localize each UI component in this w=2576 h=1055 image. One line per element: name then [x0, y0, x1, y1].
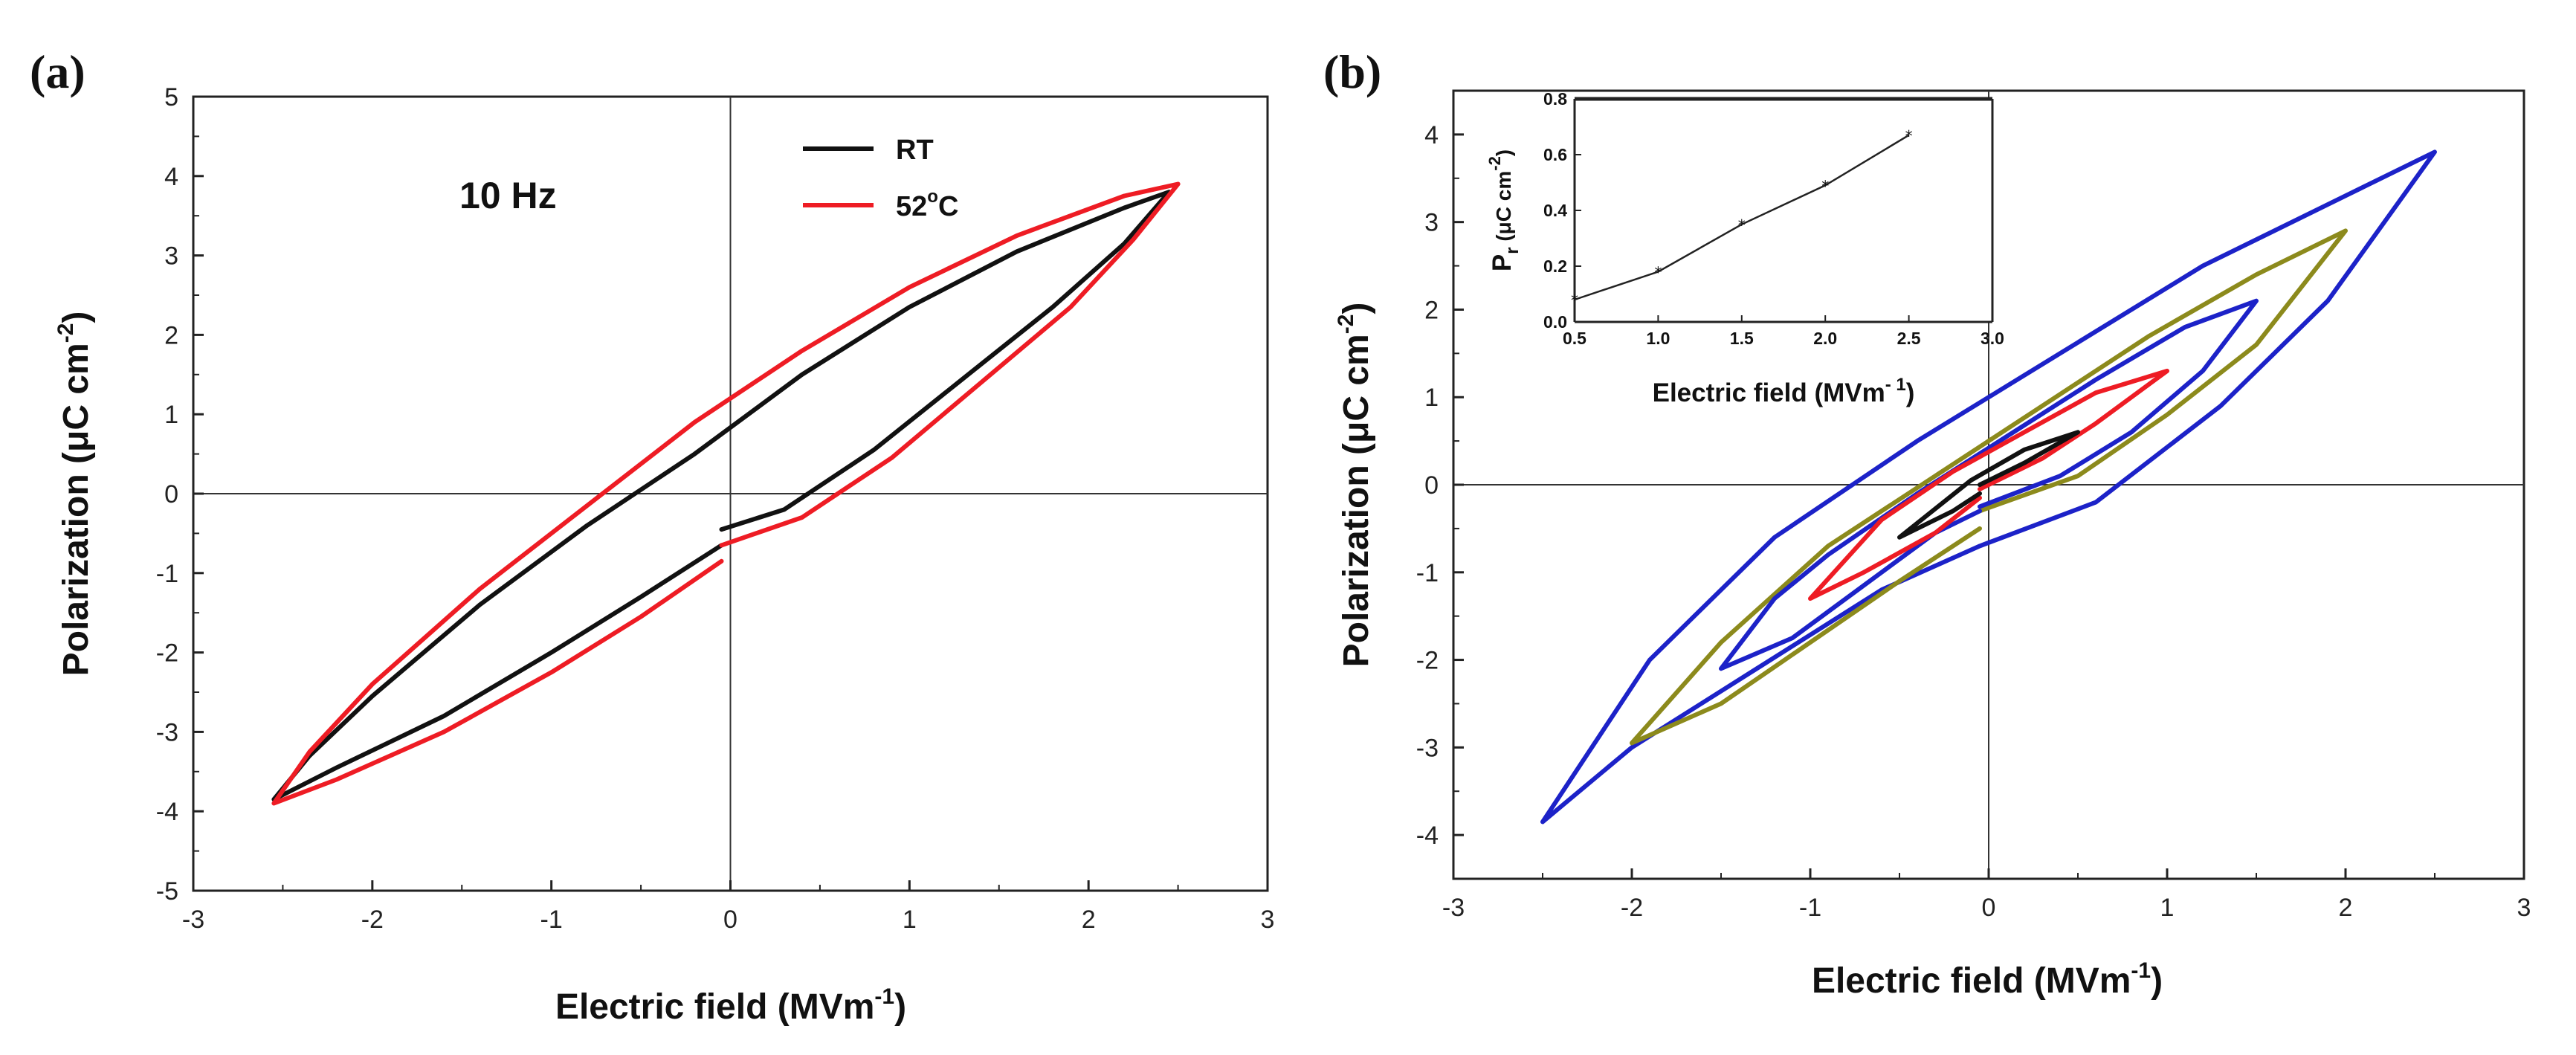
x-tick-label: 3: [2517, 894, 2531, 922]
inset-x-tick-label: 1.0: [1646, 329, 1670, 348]
series-loop-0: [1540, 149, 2437, 825]
x-tick-label: -3: [182, 906, 204, 934]
x-tick-label: -3: [1442, 894, 1465, 922]
x-tick-label: -1: [540, 906, 563, 934]
legend: RT 52oC: [803, 135, 958, 222]
inset-pr-point: *: [1821, 177, 1829, 195]
x-tick-label: 1: [2160, 894, 2175, 922]
y-tick-label: -3: [1416, 734, 1439, 762]
x-tick-label: 0: [1982, 894, 1996, 922]
panel-a-axes-lines: [193, 97, 1268, 891]
panel-b-label: (b): [1323, 45, 1381, 98]
x-tick-label: 2: [1082, 906, 1096, 934]
y-tick-label: -4: [1416, 822, 1439, 850]
inset-pr-point: *: [1905, 127, 1913, 145]
inset-pr-point: *: [1654, 264, 1662, 282]
y-tick-label: 0: [164, 480, 178, 509]
inset-xlabel: Electric field (MVm- 1): [1653, 375, 1915, 407]
y-tick-label: -1: [156, 560, 178, 588]
legend-label-52c: 52oC: [896, 187, 958, 222]
inset-y-tick-label: 0.2: [1543, 257, 1567, 276]
x-tick-label: -2: [1621, 894, 1643, 922]
frequency-annotation: 10 Hz: [459, 175, 557, 216]
inset-pr-line: [1574, 134, 1910, 301]
y-tick-label: -3: [156, 718, 178, 746]
inset-series: * * * * *: [1571, 127, 1913, 309]
y-tick-label: 2: [1424, 296, 1439, 324]
legend-label-rt: RT: [896, 135, 934, 166]
inset-pr-point: *: [1738, 216, 1746, 234]
x-tick-label: -2: [361, 906, 384, 934]
panel-b-ylabel: Polarization (μC cm-2): [1334, 303, 1376, 668]
inset-x-tick-label: 1.5: [1730, 329, 1754, 348]
y-tick-label: 5: [164, 83, 178, 112]
y-tick-label: 4: [1424, 121, 1439, 149]
y-tick-label: -1: [1416, 559, 1439, 587]
panel-a-series: [271, 181, 1181, 806]
y-tick-label: 1: [1424, 384, 1439, 412]
inset-y-tick-label: 0.8: [1543, 89, 1567, 109]
inset-ylabel: Pr (μC cm-2): [1485, 149, 1523, 271]
panel-b: (b) -3 -2 -1 0 1 2 3 -4 -3 -2 -1 0 1 2 3 4 Electric fie…: [1323, 45, 2531, 1001]
y-tick-label: 3: [1424, 209, 1439, 237]
inset-x-tick-label: 0.5: [1563, 329, 1586, 348]
panel-a: (a) -3 -2 -1 0 1 2 3 -5 -4 -3 -2 -1 0 1 2 3 4 5 10 Hz RT …: [30, 45, 1274, 1027]
panel-a-ticks: -3 -2 -1 0 1 2 3 -5 -4 -3 -2 -1 0 1 2 3 4 5: [156, 83, 1275, 934]
inset-pr-point: *: [1571, 291, 1578, 309]
series-loop-3: [1808, 368, 2169, 601]
x-tick-label: 3: [1261, 906, 1275, 934]
y-tick-label: -2: [156, 639, 178, 668]
y-tick-label: -2: [1416, 647, 1439, 675]
y-tick-label: -4: [156, 798, 178, 826]
y-tick-label: 2: [164, 321, 178, 349]
panel-a-ylabel: Polarization (μC cm-2): [54, 312, 96, 677]
inset-y-tick-label: 0.6: [1543, 145, 1567, 164]
inset-background: [1575, 99, 1992, 322]
y-tick-label: 4: [164, 163, 178, 191]
series-loop-1: [271, 181, 1181, 806]
inset-x-tick-label: 2.5: [1897, 329, 1921, 348]
y-tick-label: 3: [164, 242, 178, 271]
panel-a-label: (a): [30, 45, 85, 98]
inset-y-tick-label: 0.0: [1543, 312, 1567, 332]
panel-b-series: [1540, 149, 2437, 825]
inset-ticks: 0.5 1.0 1.5 2.0 2.5 3.0 0.0 0.2 0.4 0.6 0.8: [1543, 89, 2004, 348]
x-tick-label: -1: [1799, 894, 1821, 922]
panel-a-xlabel: Electric field (MVm-1): [555, 984, 906, 1027]
inset-x-tick-label: 2.0: [1813, 329, 1837, 348]
series-loop-1: [1630, 228, 2348, 746]
y-tick-label: 1: [164, 401, 178, 429]
inset-x-tick-label: 3.0: [1981, 329, 2004, 348]
series-loop-0: [271, 190, 1172, 802]
series-loop-4: [1897, 430, 2080, 540]
y-tick-label: -5: [156, 877, 178, 906]
inset-chart: 0.5 1.0 1.5 2.0 2.5 3.0 0.0 0.2 0.4 0.6 0.8 * * * ** …: [1485, 89, 2004, 407]
y-tick-label: 0: [1424, 471, 1439, 500]
x-tick-label: 1: [903, 906, 917, 934]
inset-y-tick-label: 0.4: [1543, 201, 1567, 220]
x-tick-label: 0: [723, 906, 737, 934]
panel-b-xlabel: Electric field (MVm-1): [1812, 958, 2163, 1001]
panel-b-ticks: -3 -2 -1 0 1 2 3 -4 -3 -2 -1 0 1 2 3 4: [1416, 121, 2531, 922]
x-tick-label: 2: [2339, 894, 2353, 922]
